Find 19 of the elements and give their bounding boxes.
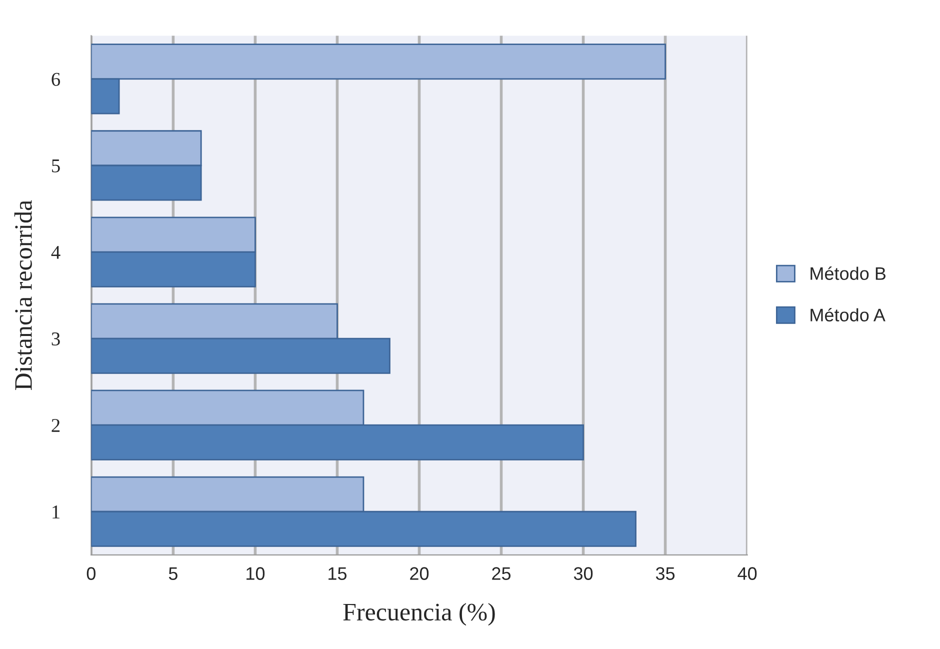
y-tick-label: 6	[52, 72, 60, 86]
x-tick-label: 10	[246, 567, 265, 580]
y-tick-label: 1	[52, 506, 60, 518]
x-tick-label: 5	[168, 567, 178, 580]
x-tick-label: 15	[328, 567, 347, 580]
x-tick-label: 35	[656, 567, 675, 580]
y-tick-label: 5	[52, 160, 60, 172]
x-axis-title: Frecuencia (%)	[343, 602, 495, 626]
x-tick-label: 40	[738, 567, 757, 580]
y-tick-label: 2	[52, 418, 60, 432]
x-tick-label: 30	[574, 567, 593, 580]
legend-label: Método B	[810, 266, 886, 280]
y-axis-title: Distancia recorrida	[14, 200, 32, 390]
x-tick-label: 25	[492, 567, 511, 580]
legend-label: Método A	[810, 308, 886, 322]
y-tick-label: 3	[52, 332, 60, 346]
x-tick-label: 20	[410, 567, 429, 580]
x-tick-label: 0	[86, 567, 96, 580]
y-tick-label: 4	[51, 246, 60, 259]
